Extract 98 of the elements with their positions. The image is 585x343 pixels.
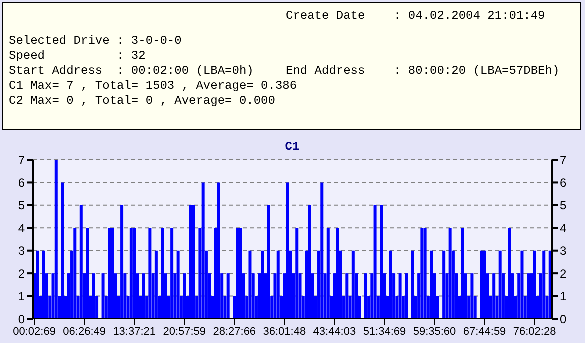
y-tick-label: 0 (18, 312, 26, 326)
bar (424, 228, 427, 319)
bar (276, 250, 280, 319)
bar (542, 250, 546, 319)
y-tick-label: 2 (18, 266, 26, 281)
bar (54, 160, 58, 319)
text: Selected Drive : 3-0-0-0 (9, 34, 182, 48)
y2-tick-label: 4 (560, 221, 567, 236)
bar (176, 250, 180, 319)
x-tick-label: 43:44:03 (313, 326, 356, 338)
y2-tick-label: 7 (560, 153, 567, 168)
bar (130, 228, 133, 319)
bar (261, 250, 264, 319)
bar (226, 274, 230, 319)
bar (42, 250, 46, 319)
x-tick-label: 76:02:28 (513, 326, 556, 338)
x-tick-label: 51:34:69 (363, 326, 406, 338)
bar (217, 182, 220, 319)
x-tick-label: 36:01:48 (263, 326, 306, 338)
y2-tick-label: 6 (560, 176, 567, 190)
bar (92, 274, 96, 319)
bar (470, 274, 474, 319)
text: End Address : 80:00:20 (LBA=57DBEh) (286, 64, 560, 78)
bar (239, 228, 242, 319)
bar (326, 228, 330, 319)
y2-tick-label: 0 (560, 312, 567, 326)
text: Create Date : 04.02.2004 21:01:49 (286, 9, 546, 23)
y-tick-label: 1 (18, 290, 26, 304)
bar (533, 250, 536, 319)
bar (364, 274, 368, 319)
bar (170, 228, 174, 319)
bar (36, 250, 40, 319)
y2-tick-label: 1 (560, 290, 567, 304)
y-tick-label: 3 (18, 244, 26, 258)
x-tick-label: 06:26:49 (63, 326, 106, 338)
bar (492, 274, 496, 319)
bar (74, 228, 77, 319)
bar (352, 250, 355, 319)
text: Speed : 32 (9, 49, 146, 63)
bar (296, 228, 299, 319)
text: C2 Max= 0 , Total= 0 , Average= 0.000 (9, 94, 276, 108)
x-tick-label: 13:37:21 (113, 326, 156, 338)
bar (86, 228, 90, 319)
bar (120, 205, 124, 319)
bar (161, 228, 164, 319)
bar (448, 228, 452, 319)
x-tick-label: 28:27:66 (213, 326, 256, 338)
bar (102, 274, 105, 319)
text: C1 Max= 7 , Total= 1503 , Average= 0.386 (9, 79, 298, 93)
bar (154, 250, 158, 319)
y-tick-label: 7 (18, 153, 26, 168)
x-tick-label: 00:02:69 (13, 326, 56, 338)
bar (108, 228, 112, 319)
bar (498, 250, 502, 319)
bar (267, 205, 270, 319)
bar (320, 182, 324, 319)
bar (411, 250, 414, 319)
y2-tick-label: 5 (560, 198, 567, 213)
bar (61, 182, 64, 319)
bar (389, 250, 392, 319)
bar (442, 250, 446, 319)
bar (526, 274, 530, 319)
y2-tick-label: 2 (560, 266, 567, 281)
chart-title: C1 (284, 140, 301, 154)
bar (346, 274, 349, 319)
text: Start Address : 00:02:00 (LBA=0h) (9, 64, 254, 78)
bar (192, 205, 196, 319)
bar (308, 205, 312, 319)
x-tick-label: 67:44:59 (463, 326, 506, 338)
bar (336, 228, 340, 319)
bar (374, 205, 377, 319)
y-tick-label: 6 (18, 176, 26, 190)
bar (380, 205, 384, 319)
bar (461, 228, 464, 319)
bar (183, 274, 186, 319)
bar (142, 274, 146, 319)
bar (430, 250, 434, 319)
bar (398, 274, 402, 319)
y2-tick-label: 3 (560, 244, 567, 258)
bar (405, 274, 408, 319)
y-tick-label: 5 (18, 198, 26, 213)
bar (236, 228, 240, 319)
bar (520, 250, 524, 319)
bar (148, 228, 152, 319)
bar (202, 182, 205, 319)
bar (189, 205, 192, 319)
bar (248, 250, 252, 319)
bar (133, 228, 136, 319)
bar (111, 228, 114, 319)
bar (483, 250, 486, 319)
y-tick-label: 4 (18, 221, 26, 236)
bar (480, 250, 484, 319)
bar (508, 228, 512, 319)
bar (420, 228, 424, 319)
bar (80, 205, 83, 319)
x-tick-label: 59:35:60 (413, 326, 456, 338)
bar (286, 182, 290, 319)
x-tick-label: 20:57:59 (163, 326, 206, 338)
